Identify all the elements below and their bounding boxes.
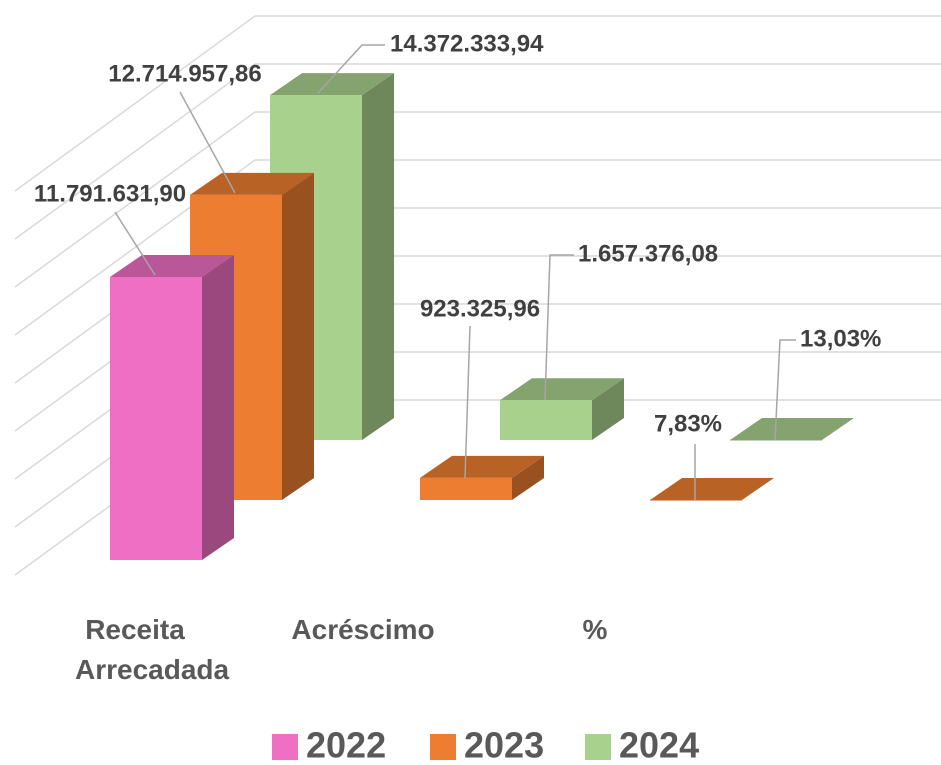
data-label: 11.791.631,90 — [34, 180, 186, 207]
legend-label: 2024 — [619, 725, 699, 765]
bar-side — [592, 378, 624, 440]
leader-line — [114, 211, 156, 276]
bar-top — [270, 73, 394, 96]
leader-line — [464, 325, 471, 479]
bar-side — [822, 417, 854, 440]
leader-line — [317, 44, 385, 94]
x-tick-label: Acréscimo — [291, 614, 435, 645]
bar-side — [512, 455, 544, 500]
x-tick-label: % — [582, 614, 608, 645]
grid-line — [14, 159, 941, 336]
data-label: 13,03% — [800, 325, 881, 352]
bar — [110, 277, 202, 560]
bar-top — [500, 378, 624, 401]
legend-label: 2022 — [306, 725, 386, 765]
leader-line — [774, 339, 796, 441]
bar-top — [730, 417, 854, 440]
bar-side — [202, 255, 234, 560]
bar-side — [742, 477, 774, 500]
legend-label: 2023 — [464, 725, 544, 765]
leader-line — [179, 91, 236, 194]
bar-top — [190, 172, 314, 195]
data-label: 1.657.376,08 — [578, 240, 718, 267]
bar-top — [110, 255, 234, 278]
bar-top — [420, 455, 544, 478]
x-tick-label: Receita Arrecadada — [75, 614, 230, 685]
legend-swatch — [585, 734, 611, 760]
data-label: 7,83% — [654, 410, 722, 437]
grid-line — [14, 15, 941, 192]
bar-top — [650, 477, 774, 500]
bar-side — [362, 73, 394, 440]
bar — [420, 477, 512, 500]
data-label: 12.714.957,86 — [108, 60, 261, 87]
grid-line — [14, 63, 941, 240]
bar-side — [282, 172, 314, 501]
leader-line — [544, 254, 574, 401]
bar — [500, 400, 592, 440]
grid-line — [14, 111, 941, 288]
data-label: 923.325,96 — [420, 295, 540, 322]
legend-swatch — [430, 734, 456, 760]
legend-swatch — [272, 734, 298, 760]
data-label: 14.372.333,94 — [390, 30, 544, 57]
